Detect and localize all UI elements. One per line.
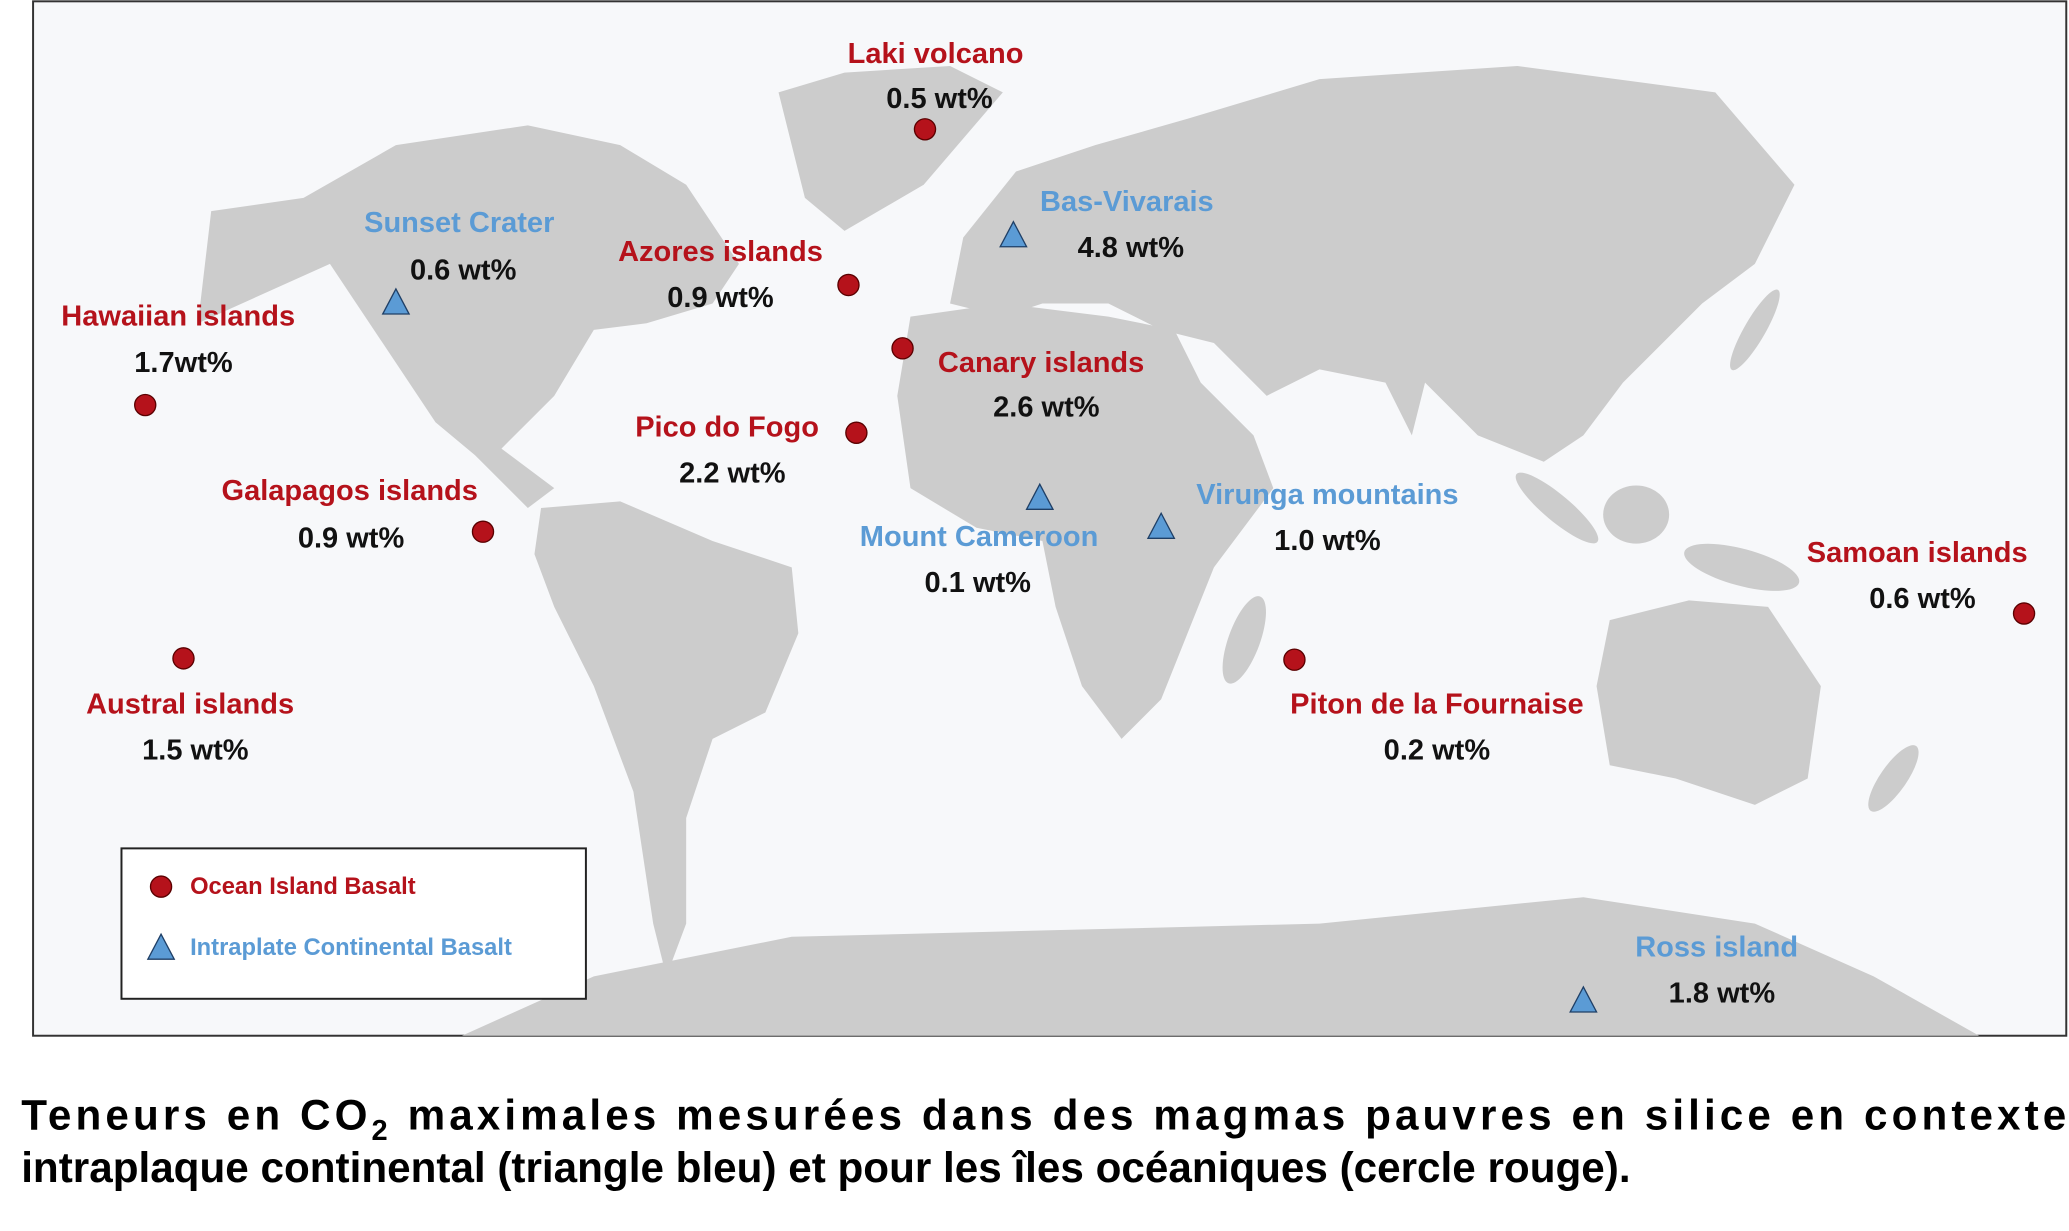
antarctica [461, 897, 1980, 1036]
eurasia [950, 65, 1795, 462]
ocean-island-marker [837, 273, 860, 297]
greenland [778, 65, 1003, 231]
site-name: Austral islands [86, 689, 294, 721]
ocean-island-marker [471, 520, 495, 543]
site-name: Azores islands [618, 236, 823, 268]
new-guinea [1684, 543, 1800, 591]
africa [897, 303, 1274, 739]
australia [1596, 600, 1821, 805]
site-name: Mount Cameroon [860, 521, 1099, 553]
site-co2-value: 0.6 wt% [410, 254, 517, 286]
site-name: Hawaiian islands [61, 301, 295, 333]
site-name: Ross island [1635, 931, 1798, 963]
site-hawaiian-islands: Hawaiian islands 1.7wt% [61, 301, 295, 417]
ocean-island-marker [913, 118, 937, 141]
intraplate-marker [999, 220, 1028, 248]
legend-intraplate-marker [146, 932, 176, 960]
sites-layer: Laki volcano 0.5 wt% Sunset Crater 0.6 wt% B… [61, 38, 2036, 1013]
legend-intraplate-label: Intraplate Continental Basalt [190, 935, 512, 961]
site-co2-value: 2.2 wt% [679, 458, 786, 490]
site-name: Laki volcano [848, 38, 1024, 70]
north-america [198, 125, 739, 508]
ocean-island-marker [134, 393, 157, 417]
site-co2-value: 2.6 wt% [993, 392, 1100, 424]
caption-line-2: intraplaque continental (triangle bleu) … [21, 1144, 1630, 1191]
site-sunset-crater: Sunset Crater 0.6 wt% [364, 207, 554, 315]
site-name: Sunset Crater [364, 207, 554, 239]
madagascar [1222, 596, 1266, 684]
legend-ocean-island-label: Ocean Island Basalt [190, 874, 416, 900]
sumatra [1515, 472, 1599, 544]
site-name: Galapagos islands [222, 475, 478, 507]
south-america [534, 501, 799, 977]
site-bas-vivarais: Bas-Vivarais 4.8 wt% [999, 186, 1214, 264]
site-co2-value: 4.8 wt% [1078, 232, 1185, 264]
site-name: Virunga mountains [1196, 479, 1458, 511]
world-landmass [198, 65, 1980, 1036]
intraplate-marker [1569, 985, 1598, 1013]
site-laki-volcano: Laki volcano 0.5 wt% [848, 38, 1024, 141]
site-galapagos-islands: Galapagos islands 0.9 wt% [222, 475, 495, 554]
site-co2-value: 0.9 wt% [667, 282, 774, 314]
intraplate-marker [1146, 511, 1176, 539]
site-canary-islands: Canary islands 2.6 wt% [891, 337, 1144, 424]
site-co2-value: 0.1 wt% [925, 567, 1032, 599]
caption-line-1: Teneurs en CO 2 maximales mesurées dans d… [21, 1091, 2066, 1147]
site-name: Bas-Vivarais [1040, 186, 1214, 218]
borneo [1603, 485, 1670, 544]
site-name: Samoan islands [1807, 537, 2028, 569]
site-co2-value: 0.9 wt% [298, 522, 405, 554]
site-co2-value: 1.0 wt% [1274, 525, 1381, 557]
site-virunga-mountains: Virunga mountains 1.0 wt% [1146, 479, 1459, 557]
site-name: Pico do Fogo [635, 411, 819, 443]
ocean-island-marker [891, 337, 914, 360]
site-pico-do-fogo: Pico do Fogo 2.2 wt% [635, 411, 868, 490]
site-mount-cameroon: Mount Cameroon 0.1 wt% [860, 482, 1099, 599]
new-zealand [1868, 745, 1919, 812]
site-co2-value: 0.2 wt% [1384, 735, 1491, 767]
site-co2-value: 0.5 wt% [886, 83, 993, 115]
legend-box [120, 847, 587, 1000]
site-co2-value: 1.8 wt% [1669, 977, 1776, 1009]
ocean-island-marker [1283, 648, 1306, 671]
site-samoan-islands: Samoan islands 0.6 wt% [1807, 537, 2036, 625]
legend-ocean-island-marker [149, 875, 173, 898]
ocean-island-marker [2012, 602, 2036, 625]
intraplate-marker [1025, 482, 1055, 510]
japan [1730, 289, 1780, 371]
site-co2-value: 1.7wt% [134, 347, 233, 379]
site-name: Piton de la Fournaise [1290, 689, 1583, 721]
site-co2-value: 0.6 wt% [1869, 583, 1976, 615]
legend: Ocean Island Basalt Intraplate Continent… [120, 847, 587, 1000]
site-piton-de-la-fournaise: Piton de la Fournaise 0.2 wt% [1283, 648, 1584, 767]
site-name: Canary islands [938, 347, 1144, 379]
intraplate-marker [381, 287, 411, 315]
site-ross-island: Ross island 1.8 wt% [1569, 931, 1798, 1013]
site-austral-islands: Austral islands 1.5 wt% [86, 647, 294, 767]
ocean-island-marker [845, 421, 868, 444]
site-azores-islands: Azores islands 0.9 wt% [618, 236, 860, 314]
ocean-island-marker [172, 647, 195, 670]
site-co2-value: 1.5 wt% [142, 735, 249, 767]
